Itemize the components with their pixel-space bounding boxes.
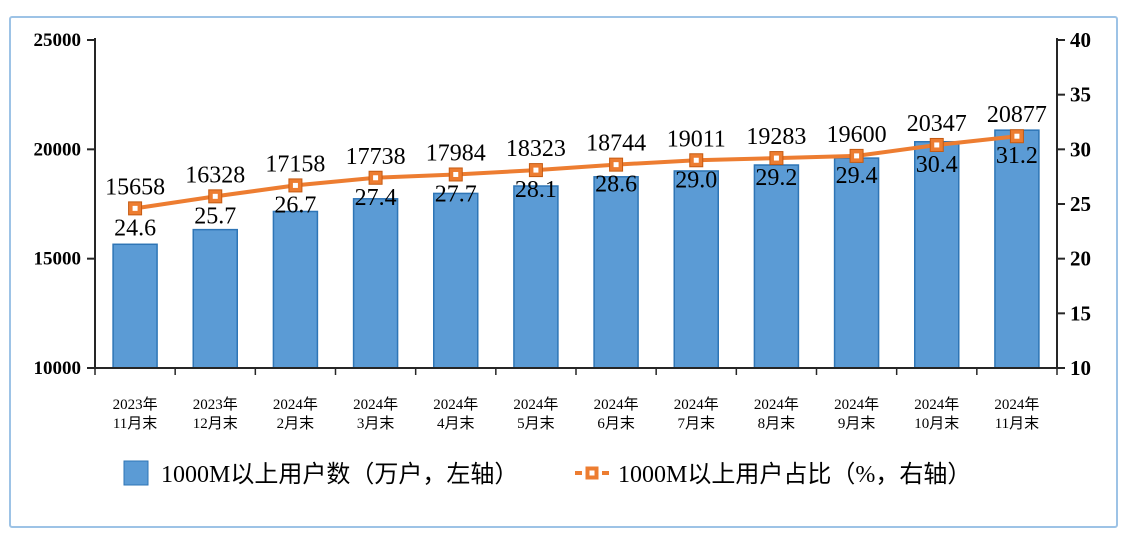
line-marker-center: [934, 142, 940, 148]
bar: [112, 243, 158, 369]
legend-bar-swatch: [123, 460, 149, 486]
line-value-label: 26.7: [274, 192, 316, 218]
line-value-label: 27.7: [435, 181, 477, 207]
x-axis-label: 2023年 12月末: [193, 396, 238, 432]
bar-series: [112, 129, 1040, 369]
bar: [192, 228, 238, 369]
bar-value-label: 19600: [827, 122, 887, 148]
bar-value-label: 19011: [667, 126, 726, 152]
left-axis-tick-label: 20000: [34, 139, 82, 160]
legend: 1000M以上用户数（万户，左轴） 1000M以上用户占比（%，右轴）: [123, 460, 971, 488]
x-axis-label: 2024年 2月末: [273, 396, 318, 432]
line-value-label: 28.1: [515, 177, 557, 203]
bar: [352, 198, 399, 369]
line-value-label: 29.2: [755, 165, 797, 191]
bar-value-label: 18323: [506, 136, 566, 162]
line-value-label: 30.4: [916, 152, 958, 178]
line-value-label: 25.7: [194, 203, 236, 229]
right-axis-tick-label: 15: [1070, 301, 1091, 325]
bar: [513, 185, 559, 369]
line-value-label: 28.6: [595, 172, 637, 198]
x-axis-label: 2024年 11月末: [994, 396, 1039, 432]
line-value-label: 27.4: [355, 185, 397, 211]
bar: [833, 157, 880, 369]
bar-value-label: 17984: [426, 140, 486, 166]
line-marker-center: [132, 205, 138, 211]
bar: [272, 210, 319, 369]
line-marker-center: [854, 153, 860, 159]
right-axis-tick-label: 25: [1070, 192, 1091, 216]
line-markers: [128, 129, 1024, 216]
line-marker-center: [533, 167, 539, 173]
x-axis-label: 2024年 5月末: [513, 396, 558, 432]
x-axis-label: 2024年 7月末: [674, 396, 719, 432]
bar: [433, 192, 479, 369]
bar: [673, 170, 719, 369]
line-marker-center: [373, 175, 379, 181]
line-value-label: 31.2: [996, 143, 1038, 169]
x-axis-label: 2024年 8月末: [754, 396, 799, 432]
x-axis-label: 2024年 6月末: [594, 396, 639, 432]
left-axis-tick-label: 15000: [34, 249, 82, 270]
bar: [753, 164, 800, 369]
line-marker-center: [212, 193, 218, 199]
right-axis-tick-label: 20: [1070, 247, 1091, 271]
bar: [593, 176, 639, 369]
line-value-label: 29.4: [836, 163, 878, 189]
right-axis-tick-label: 30: [1070, 137, 1091, 161]
left-axis-tick-label: 10000: [34, 358, 82, 379]
x-axis-label: 2023年 11月末: [113, 396, 158, 432]
bar-value-label: 17738: [346, 144, 406, 170]
legend-line-label: 1000M以上用户占比（%，右轴）: [618, 461, 971, 488]
line-marker-center: [1014, 133, 1020, 139]
right-axis-tick-label: 10: [1070, 356, 1091, 380]
line-marker-center: [292, 182, 298, 188]
line-marker-center: [693, 157, 699, 163]
line-value-label: 29.0: [675, 167, 717, 193]
bar: [994, 129, 1040, 369]
left-axis-tick-label: 25000: [34, 30, 82, 51]
axis-ticks: [87, 39, 1065, 375]
chart-border: [9, 16, 1118, 528]
x-axis-label: 2024年 10月末: [914, 396, 959, 432]
bar-value-label: 17158: [265, 151, 325, 177]
bar-value-label: 18744: [586, 131, 646, 157]
bar-value-label: 16328: [185, 162, 245, 188]
bar-value-label: 20877: [987, 102, 1047, 128]
x-axis-label: 2024年 9月末: [834, 396, 879, 432]
x-axis-label: 2024年 3月末: [353, 396, 398, 432]
line-value-label: 24.6: [114, 215, 156, 241]
x-axis-label: 2024年 4月末: [433, 396, 478, 432]
line-marker-center: [773, 155, 779, 161]
right-axis-tick-label: 40: [1070, 28, 1091, 52]
legend-bar-label: 1000M以上用户数（万户，左轴）: [161, 461, 518, 488]
legend-line-marker-center: [589, 470, 595, 476]
bar-value-label: 15658: [105, 174, 165, 200]
line-marker-center: [613, 162, 619, 168]
bar-value-label: 19283: [746, 124, 806, 150]
line-marker-center: [453, 171, 459, 177]
right-axis-tick-label: 35: [1070, 83, 1091, 107]
bar-value-label: 20347: [907, 111, 967, 137]
line-series: [134, 134, 1018, 211]
